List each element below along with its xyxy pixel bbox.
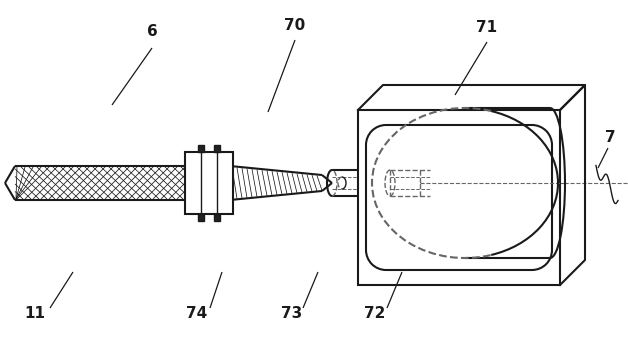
Text: 7: 7 xyxy=(605,131,615,146)
Bar xyxy=(214,214,220,221)
Bar xyxy=(358,110,560,285)
Bar xyxy=(185,152,233,214)
Text: 72: 72 xyxy=(364,305,386,320)
Text: 71: 71 xyxy=(477,20,497,35)
Text: 74: 74 xyxy=(187,305,208,320)
Text: 11: 11 xyxy=(24,305,45,320)
Bar xyxy=(198,145,204,152)
Bar xyxy=(214,145,220,152)
Text: 6: 6 xyxy=(146,25,158,40)
Text: 73: 73 xyxy=(281,305,303,320)
Bar xyxy=(198,214,204,221)
Text: 70: 70 xyxy=(284,18,306,33)
